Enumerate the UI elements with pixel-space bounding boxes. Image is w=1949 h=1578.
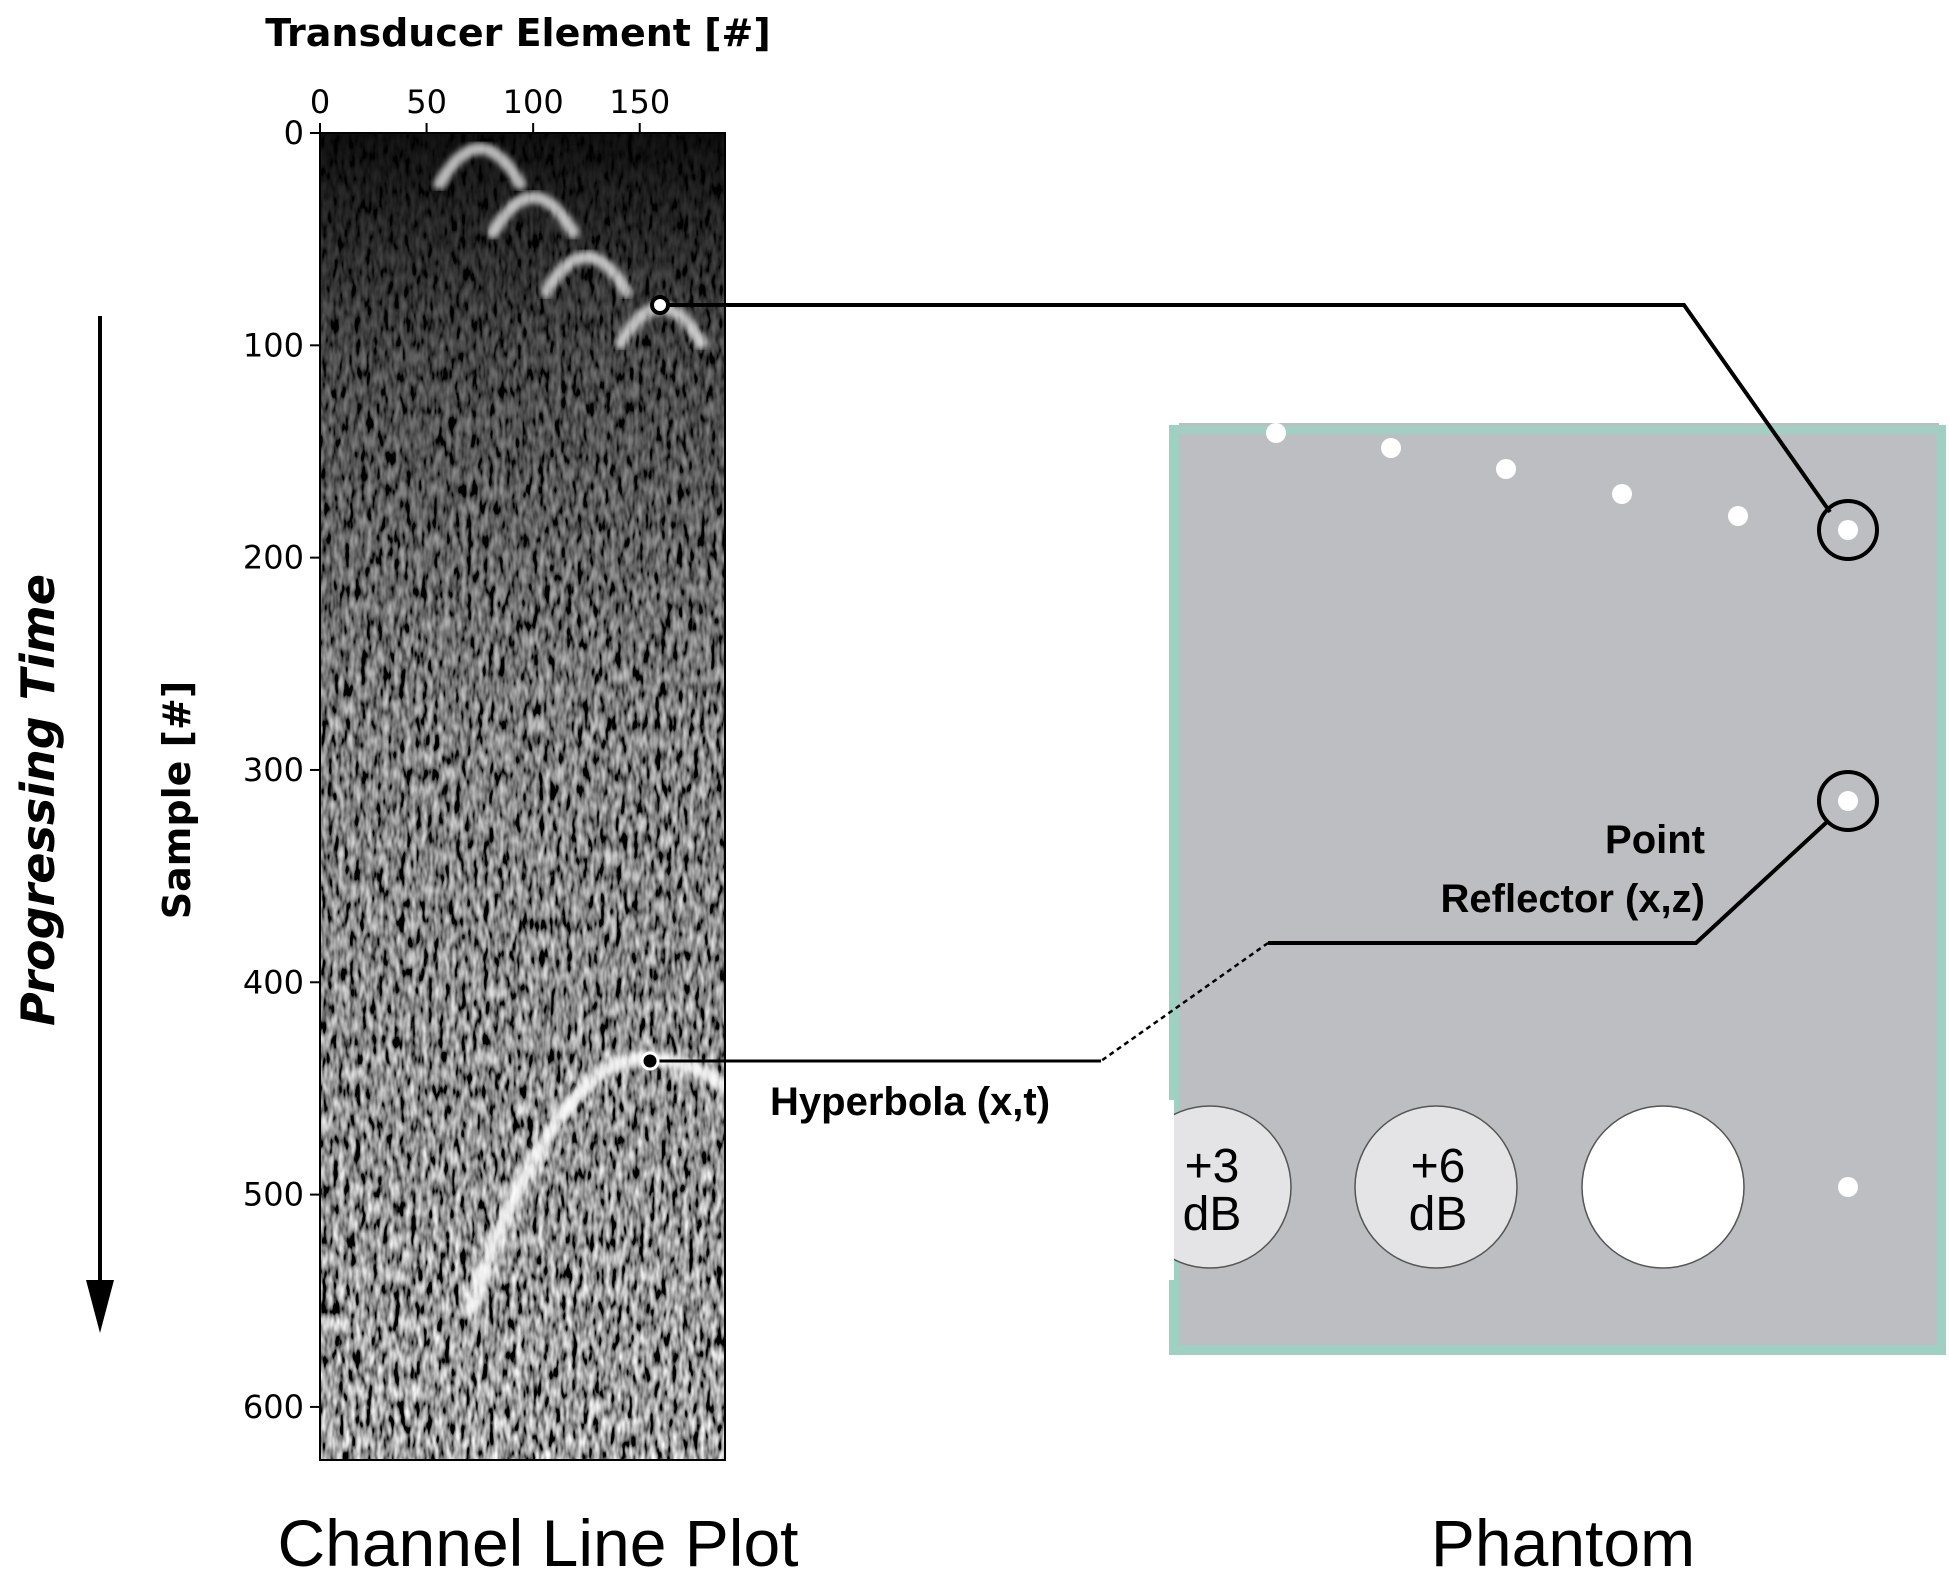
inclusion-plus3db-label-line2: dB	[1183, 1188, 1242, 1241]
point-reflector-label-line1: Point	[1605, 818, 1705, 862]
highlight-ring	[1817, 499, 1879, 561]
x-tick-label: 100	[503, 83, 564, 121]
time-arrow-label: Progressing Time	[11, 574, 65, 1026]
time-arrow-head	[86, 1280, 114, 1333]
point-reflector	[1496, 459, 1516, 479]
apex-marker-bottom	[640, 1051, 660, 1071]
x-axis-title: Transducer Element [#]	[265, 11, 770, 55]
phantom-caption: Phantom	[1431, 1506, 1695, 1578]
y-tick-label: 300	[243, 751, 304, 789]
point-reflector	[1612, 484, 1632, 504]
y-tick-label: 500	[243, 1176, 304, 1214]
hyperbola-echo	[433, 142, 526, 190]
y-tick-label: 0	[284, 114, 304, 152]
hyperbola-echo	[463, 1051, 725, 1316]
point-reflector	[1838, 791, 1858, 811]
inclusion-plus6db-label-line1: +6	[1411, 1140, 1466, 1193]
connector-bottom	[1268, 819, 1830, 945]
x-tick-label: 150	[609, 83, 670, 121]
hyperbola-echo	[487, 191, 580, 239]
y-ticks: 0 100 200 300 400 500 600	[243, 114, 320, 1426]
channel-data-image	[320, 133, 725, 1460]
hyperbola-echo	[540, 250, 633, 298]
y-axis-title: Sample [#]	[155, 681, 199, 919]
y-tick-label: 100	[243, 326, 304, 364]
y-tick-label: 200	[243, 539, 304, 577]
hyperbola-label: Hyperbola (x,t)	[770, 1080, 1050, 1124]
phantom: +3 dB +6 dB	[1120, 423, 1946, 1355]
connector-dotted	[1100, 941, 1269, 1063]
apex-marker-top	[650, 295, 670, 315]
point-reflector	[1728, 506, 1748, 526]
inclusion-plus6db-label-line2: dB	[1409, 1188, 1468, 1241]
anechoic-inclusion	[1581, 1105, 1745, 1269]
x-ticks: 0 50 100 150	[310, 83, 670, 133]
plot-frame	[319, 132, 726, 1461]
connector-top	[660, 303, 1832, 514]
point-reflector	[1266, 423, 1286, 443]
highlight-ring	[1817, 770, 1879, 832]
inclusion-plus3db-label-line1: +3	[1185, 1140, 1240, 1193]
channel-plot-caption: Channel Line Plot	[277, 1506, 798, 1578]
inclusion-plus6db	[1354, 1105, 1518, 1269]
point-reflector	[1838, 520, 1858, 540]
phantom-body	[1179, 423, 1939, 1345]
point-reflector	[1838, 1177, 1858, 1197]
y-tick-label: 400	[243, 963, 304, 1001]
x-tick-label: 0	[310, 83, 330, 121]
x-tick-label: 50	[406, 83, 447, 121]
y-tick-label: 600	[243, 1388, 304, 1426]
point-reflector	[1381, 438, 1401, 458]
point-reflector-label-line2: Reflector (x,z)	[1441, 877, 1706, 921]
